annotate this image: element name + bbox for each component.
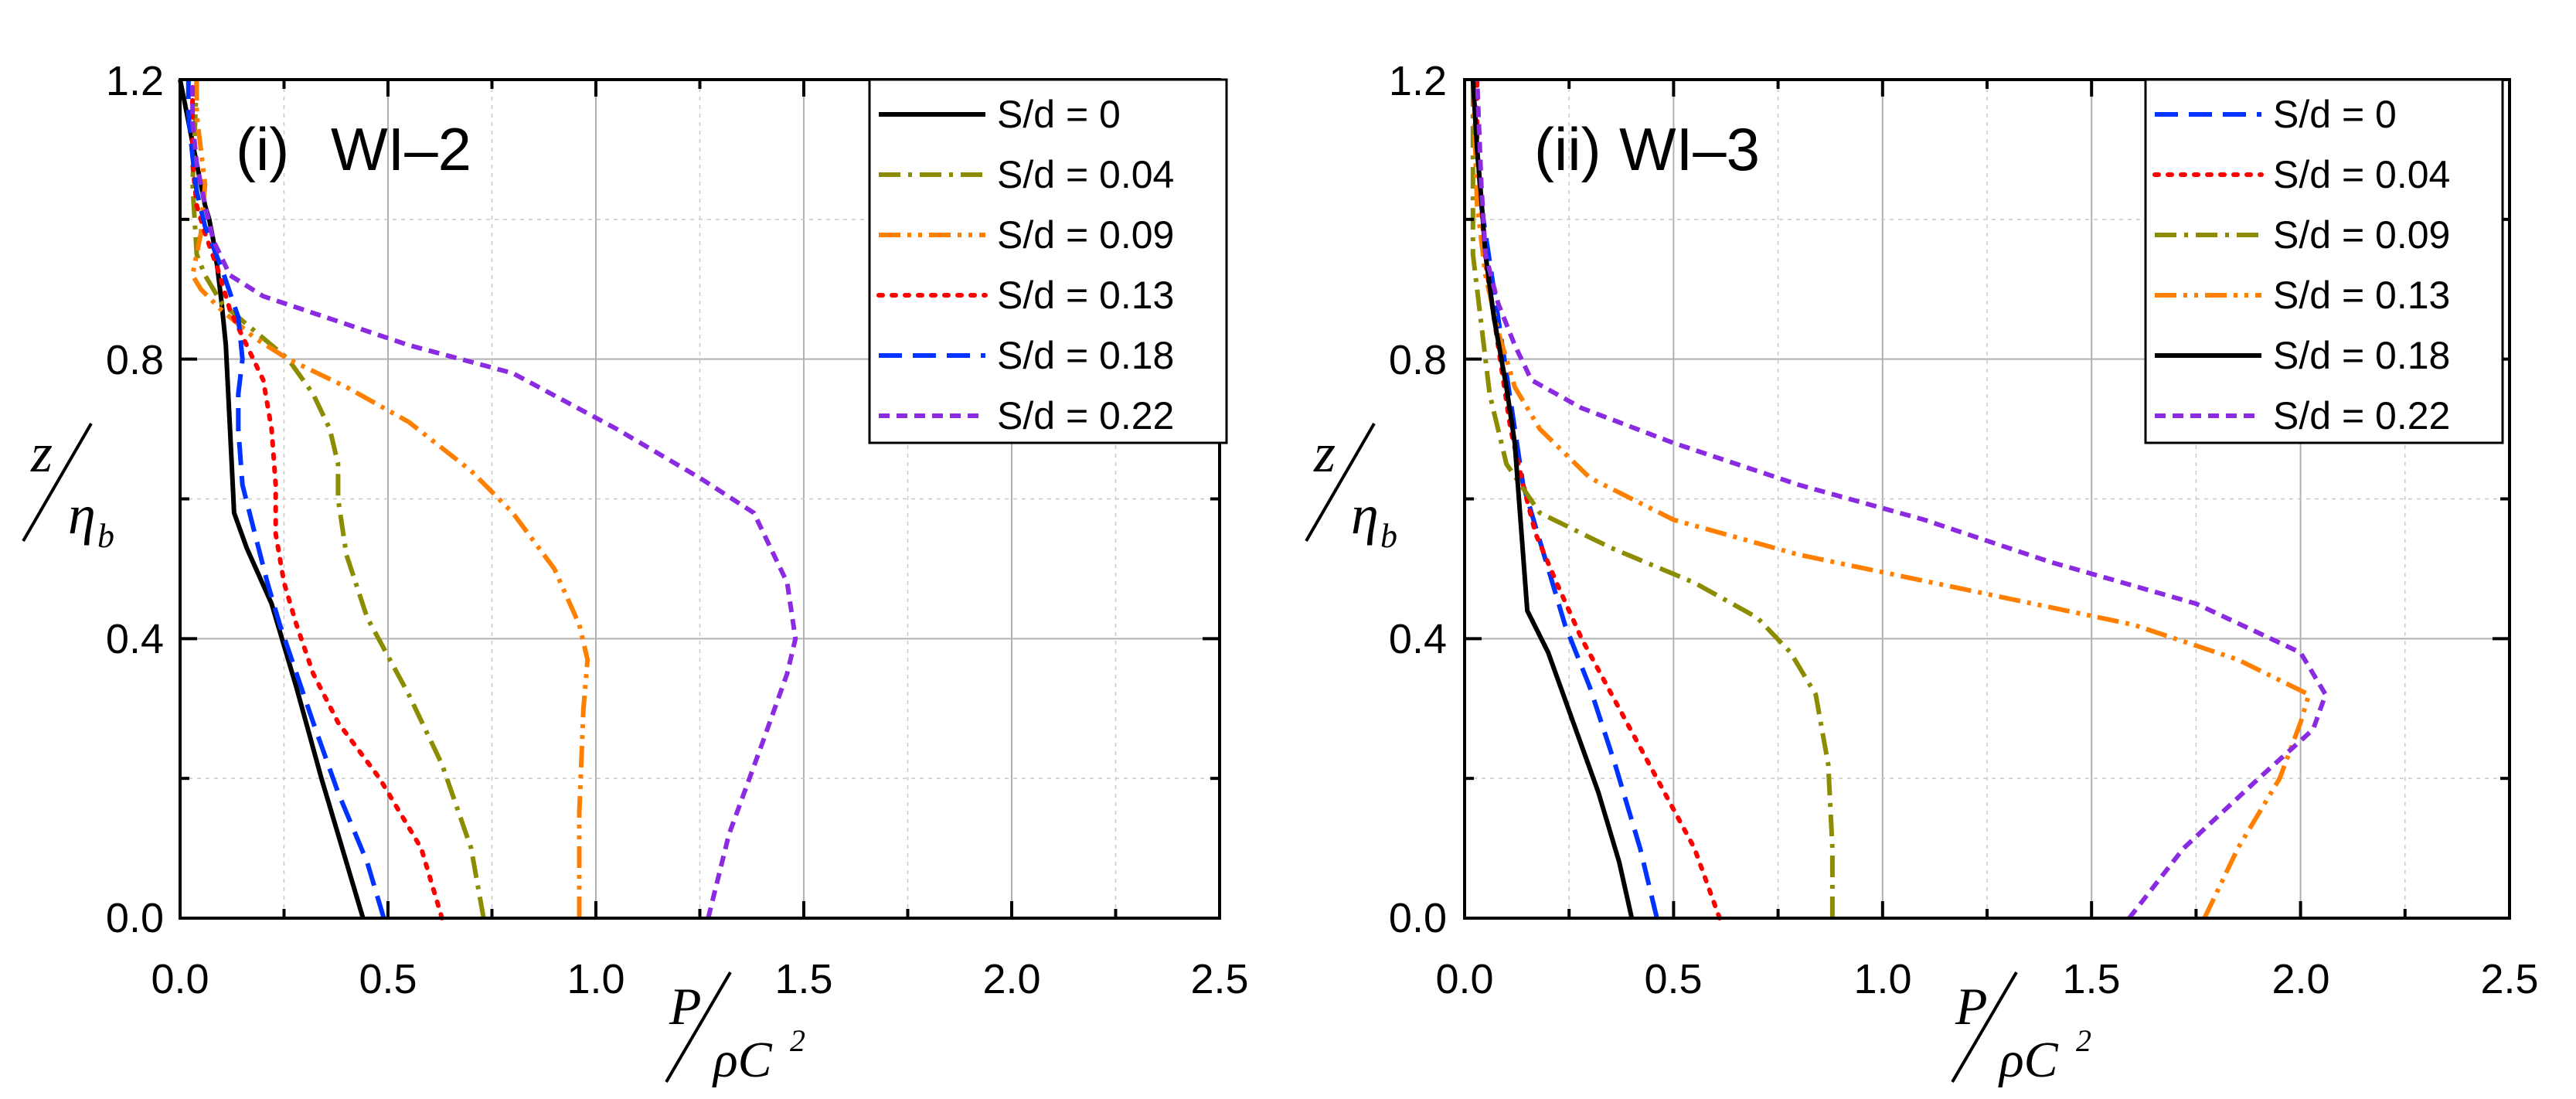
x-tick-label: 2.5 <box>2480 956 2538 1002</box>
panel-title: (ii) WI–3 <box>1534 115 1760 183</box>
y-tick-label: 0.4 <box>106 616 164 662</box>
series-line-sd0.22 <box>190 80 798 919</box>
x-axis-label: P ρC 2 <box>665 971 805 1088</box>
x-label-slash <box>665 971 732 1084</box>
x-tick-label: 0.0 <box>1435 956 1493 1002</box>
y-label-subscript: b <box>1380 517 1397 555</box>
y-label-denominator: η <box>68 484 96 546</box>
series-line-sd0.13 <box>190 77 444 920</box>
legend-box <box>2144 78 2504 444</box>
y-label-slash <box>1305 422 1376 543</box>
legend-label: S/d = 0 <box>2273 93 2397 136</box>
legend-label: S/d = 0.22 <box>997 394 1174 437</box>
x-label-numerator: P <box>1955 977 1988 1036</box>
x-label-superscript: 2 <box>2076 1023 2091 1058</box>
legend: S/d = 0 S/d = 0.04 S/d = 0.09 S/d = 0.13… <box>868 78 1228 444</box>
series-line-sd0.09 <box>1470 80 1835 918</box>
x-label-numerator: P <box>669 977 702 1036</box>
legend: S/d = 0 S/d = 0.04 S/d = 0.09 S/d = 0.13… <box>2144 78 2504 444</box>
x-tick-label: 2.5 <box>1190 956 1248 1002</box>
x-tick-label: 1.5 <box>2062 956 2120 1002</box>
legend-label: S/d = 0.13 <box>997 274 1174 317</box>
y-tick-label: 0.8 <box>106 337 164 383</box>
x-label-denominator: ρC <box>712 1032 773 1088</box>
y-label-subscript: b <box>97 517 114 555</box>
legend-label: S/d = 0.22 <box>2273 394 2450 437</box>
x-tick-label: 0.5 <box>359 956 417 1002</box>
y-label-slash <box>22 422 93 543</box>
x-label-superscript: 2 <box>790 1023 805 1058</box>
y-tick-label: 1.2 <box>1389 58 1447 104</box>
series-line-sd0.04 <box>190 79 486 919</box>
panel-label: (ii) <box>1534 115 1601 183</box>
series-group <box>178 77 798 920</box>
series-line-sd0.18 <box>185 80 386 919</box>
y-label-numerator: z <box>30 422 53 484</box>
y-tick-label: 0.8 <box>1389 337 1447 383</box>
legend-label: S/d = 0.09 <box>2273 213 2450 257</box>
x-tick-label: 0.5 <box>1644 956 1702 1002</box>
legend-box <box>868 78 1228 444</box>
y-tick-label: 0.0 <box>106 895 164 941</box>
chart-panel-wi3: 0.0 0.5 1.0 1.5 2.0 2.5 0.0 0.4 0.8 1.2 … <box>1305 58 2539 1088</box>
y-tick-label: 0.0 <box>1389 895 1447 941</box>
y-axis-label: z η b <box>22 422 114 555</box>
y-tick-label: 1.2 <box>106 58 164 104</box>
chart-panel-wi2: 0.0 0.5 1.0 1.5 2.0 2.5 0.0 0.4 0.8 1.2 … <box>22 58 1249 1088</box>
x-axis-label: P ρC 2 <box>1951 971 2091 1088</box>
legend-label: S/d = 0.09 <box>997 213 1174 257</box>
x-tick-label: 1.0 <box>1853 956 1911 1002</box>
legend-label: S/d = 0.18 <box>997 334 1174 377</box>
x-label-denominator: ρC <box>1998 1032 2059 1088</box>
x-tick-label: 1.5 <box>774 956 832 1002</box>
legend-label: S/d = 0.04 <box>997 153 1174 196</box>
y-axis-label: z η b <box>1305 422 1397 555</box>
series-group <box>1470 77 2328 920</box>
legend-label: S/d = 0 <box>997 93 1121 136</box>
panel-title-text: WI–3 <box>1619 115 1760 183</box>
panel-title-text: WI–2 <box>331 115 471 183</box>
panel-label: (i) <box>236 115 289 183</box>
y-tick-label: 0.4 <box>1389 616 1447 662</box>
panel-title: (i) WI–2 <box>236 115 471 183</box>
x-label-slash <box>1951 971 2018 1084</box>
legend-label: S/d = 0.13 <box>2273 274 2450 317</box>
legend-label: S/d = 0.18 <box>2273 334 2450 377</box>
x-tick-label: 2.0 <box>2271 956 2329 1002</box>
series-line-sd0.22 <box>1475 79 2328 920</box>
y-label-numerator: z <box>1313 422 1336 484</box>
legend-label: S/d = 0.04 <box>2273 153 2450 196</box>
y-label-denominator: η <box>1351 484 1379 546</box>
x-tick-label: 0.0 <box>151 956 209 1002</box>
x-tick-label: 1.0 <box>567 956 624 1002</box>
x-tick-label: 2.0 <box>982 956 1040 1002</box>
